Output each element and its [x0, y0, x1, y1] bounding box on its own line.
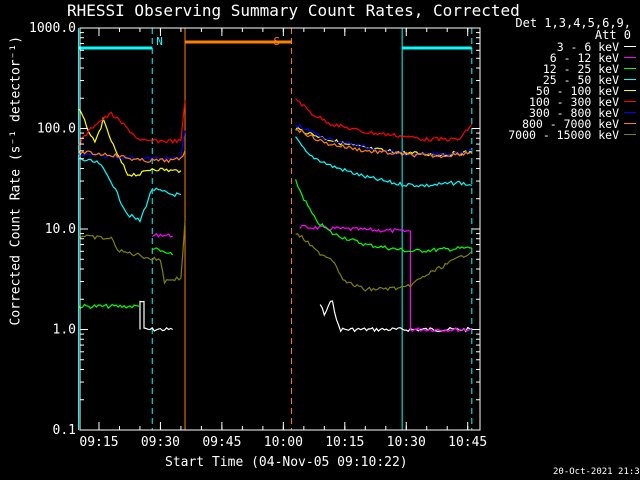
legend-label: 7000 - 15000 keV	[508, 127, 619, 142]
legend-label: 50 - 100 keV	[535, 83, 619, 98]
legend-item: 6 - 12 keV	[486, 50, 636, 65]
legend-item: 800 - 7000 keV	[486, 116, 636, 131]
legend-swatch	[624, 68, 636, 69]
y-tick-label: 10.0	[45, 222, 76, 237]
series-line	[77, 150, 186, 164]
y-tick-label: 1000.0	[29, 21, 76, 36]
series-line	[295, 232, 473, 292]
legend-swatch	[624, 123, 636, 124]
series-line	[295, 179, 472, 254]
legend-header: Det 1,3,4,5,6,9, Att 0	[515, 17, 631, 41]
legend-item: 100 - 300 keV	[486, 94, 636, 109]
legend-label: 6 - 12 keV	[549, 50, 619, 65]
legend-label: 3 - 6 keV	[556, 39, 619, 54]
series-line	[78, 100, 186, 146]
legend-swatch	[624, 134, 636, 135]
series-line	[151, 232, 173, 238]
series-line	[152, 247, 174, 256]
x-tick-label: 10:00	[264, 435, 303, 450]
legend-label: 300 - 800 keV	[528, 105, 619, 120]
legend-item: 300 - 800 keV	[486, 105, 636, 120]
annotation-label: S	[274, 35, 281, 48]
legend-swatch	[624, 101, 636, 102]
y-tick-label: 100.0	[37, 122, 76, 137]
x-tick-label: 10:15	[325, 435, 364, 450]
series-line	[139, 300, 173, 332]
legend-swatch	[624, 46, 636, 47]
legend-label: 25 - 50 keV	[542, 72, 619, 87]
y-tick-label: 0.1	[53, 423, 76, 438]
x-tick-label: 10:45	[448, 435, 487, 450]
series-line	[295, 123, 473, 158]
legend-item: 7000 - 15000 keV	[486, 127, 636, 142]
legend-label: 12 - 25 keV	[542, 61, 619, 76]
legend-label: 100 - 300 keV	[528, 94, 619, 109]
series-line	[78, 303, 141, 310]
series-line	[295, 98, 473, 142]
legend-label: 800 - 7000 keV	[522, 116, 619, 131]
legend-item: 25 - 50 keV	[486, 72, 636, 87]
legend-swatch	[624, 79, 636, 80]
x-tick-label: 10:30	[387, 435, 426, 450]
legend-header-line: Det 1,3,4,5,6,9,	[515, 16, 631, 30]
legend-swatch	[624, 57, 636, 58]
series-line	[295, 129, 472, 159]
legend-swatch	[624, 90, 636, 91]
x-tick-label: 09:45	[202, 435, 241, 450]
y-axis-label: Corrected Count Rate (s⁻¹ detector⁻¹)	[8, 35, 24, 326]
legend-item: 3 - 6 keV	[486, 39, 636, 54]
series-line	[299, 224, 472, 333]
annotation-label: N	[156, 35, 163, 48]
series-line	[78, 157, 182, 224]
series-line	[295, 136, 473, 188]
legend-item: 50 - 100 keV	[486, 83, 636, 98]
series-line	[78, 220, 186, 285]
x-tick-label: 09:15	[79, 435, 118, 450]
x-tick-label: 09:30	[141, 435, 180, 450]
timestamp: 20-Oct-2021 21:35	[553, 467, 640, 477]
plot-frame	[79, 27, 481, 431]
series-line	[78, 130, 186, 162]
x-axis-label: Start Time (04-Nov-05 09:10:22)	[165, 455, 408, 470]
legend: 3 - 6 keV 6 - 12 keV 12 - 25 keV 25 - 50 ke…	[486, 39, 636, 142]
legend-swatch	[624, 112, 636, 113]
series-line	[78, 108, 182, 177]
legend-header-line: Att 0	[594, 28, 631, 42]
series-line	[319, 300, 472, 333]
chart-title: RHESSI Observing Summary Count Rates, Co…	[67, 1, 520, 20]
y-tick-label: 1.0	[53, 323, 76, 338]
legend-item: 12 - 25 keV	[486, 61, 636, 76]
